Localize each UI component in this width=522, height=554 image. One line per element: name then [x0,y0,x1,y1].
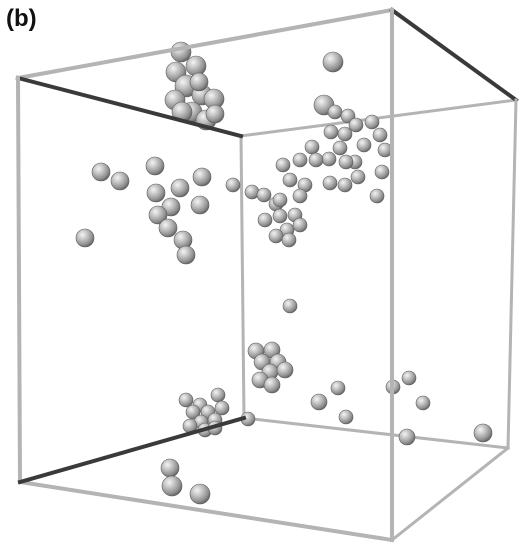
box-edge-bottom-front [17,479,395,543]
particle-sphere [292,152,308,168]
box-edge-top-left [15,75,244,139]
particle-sphere [281,232,297,248]
box-edge-back-top [239,98,518,138]
particle-sphere [205,104,225,124]
particle-sphere [145,156,165,176]
particle-sphere [310,393,328,411]
particle-sphere [148,205,168,225]
particle-sphere [322,175,338,191]
particle-sphere [214,400,230,416]
particle-sphere [321,151,337,167]
particle-sphere [369,188,385,204]
particle-sphere [332,140,348,156]
particles [75,41,493,505]
particle-sphere [364,114,380,130]
particle-sphere [176,245,196,265]
particle-sphere [337,177,353,193]
particle-sphere [374,164,390,180]
particle-sphere [257,212,273,228]
box-back-edges [239,98,518,450]
particle-sphere [348,117,364,133]
box-edge-bottom-left [17,415,247,485]
particle-sphere [282,172,298,188]
particle-sphere [292,188,308,204]
box-edge-back-vertical [239,134,246,420]
box-edge-top-front [15,7,395,81]
particle-sphere [263,376,281,394]
particle-sphere [276,361,294,379]
particle-sphere [210,387,226,403]
particle-sphere [322,51,344,73]
particle-sphere [190,195,210,215]
particle-sphere [272,192,288,208]
particle-sphere [398,428,416,446]
particle-sphere [323,124,339,140]
particle-sphere [308,152,324,168]
particle-sphere [272,208,288,224]
particle-sphere [356,137,372,153]
box-edge-back-bottom [242,416,510,450]
particle-sphere [401,370,417,386]
particle-sphere [292,217,308,233]
box-edge-top-right [389,7,519,103]
particle-sphere [185,404,201,420]
particle-sphere [282,298,298,314]
box-edge-left-front [15,75,23,485]
particle-sphere [110,171,130,191]
particle-sphere [330,380,346,396]
particle-sphere [338,154,354,170]
particle-sphere [304,139,320,155]
particle-sphere [161,475,183,497]
particle-sphere [377,142,393,158]
particle-sphere [350,169,366,185]
box-edge-right-back [506,98,518,450]
particle-sphere [146,183,166,203]
box-edge-bottom-right [389,445,511,543]
particle-sphere [189,72,209,92]
particle-sphere [372,127,388,143]
particle-sphere [275,157,291,173]
particle-sphere [192,167,212,187]
particle-sphere [170,41,192,63]
particle-sphere [170,178,190,198]
particle-sphere [178,392,194,408]
particle-sphere [75,228,95,248]
particle-sphere [415,395,431,411]
particle-sphere [473,423,493,443]
particle-sphere [158,218,178,238]
panel-label: (b) [6,5,37,32]
particle-sphere [337,126,353,142]
box-front-edges [15,7,519,543]
particle-sphere [189,483,211,505]
particle-sphere [327,104,343,120]
particle-sphere [185,55,207,77]
particle-sphere [338,409,354,425]
particle-sphere [244,184,260,200]
particle-sphere [91,162,111,182]
particle-sphere [225,177,241,193]
particle-sphere [256,187,272,203]
particle-sphere [160,458,180,478]
particle-sphere [268,228,284,244]
